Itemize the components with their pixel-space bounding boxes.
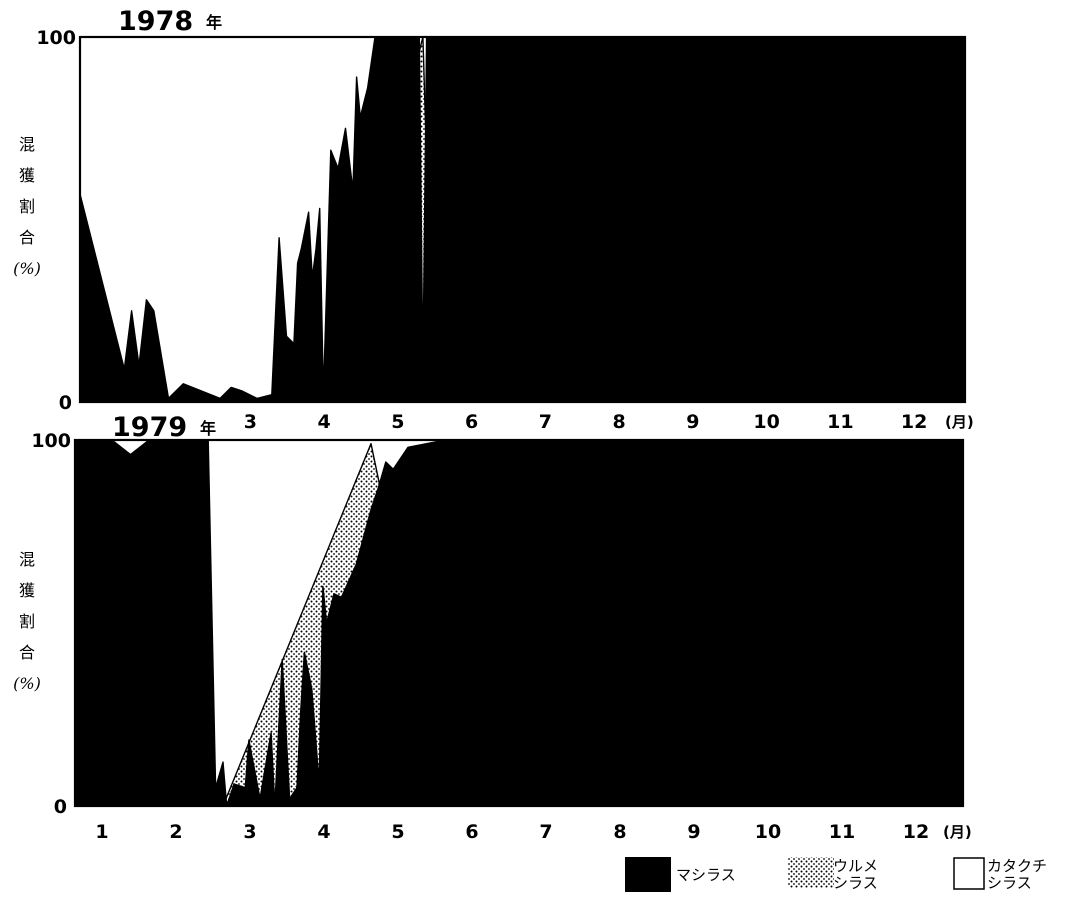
y-axis-label-char: (%) [13, 259, 41, 278]
legend-swatch [625, 857, 671, 892]
x-tick-label: 3 [244, 411, 257, 433]
x-axis-unit: (月) [945, 413, 974, 431]
x-tick-label: 11 [827, 411, 853, 433]
x-tick-label: 2 [169, 821, 182, 843]
axes-frame [73, 438, 965, 808]
x-tick-label: 8 [612, 411, 625, 433]
x-tick-label: 3 [243, 821, 256, 843]
x-tick-label: 9 [687, 821, 700, 843]
legend-label: ウルメ [833, 857, 878, 875]
x-tick-label: 6 [465, 411, 478, 433]
axes-frame [78, 35, 967, 404]
legend-label: シラス [987, 874, 1032, 892]
x-tick-label: 12 [901, 411, 927, 433]
x-tick-label: 10 [755, 821, 781, 843]
y-axis-label-char: 混 [19, 550, 35, 569]
y-axis-label-char: 獲 [19, 166, 35, 185]
y-axis-label-char: 割 [19, 612, 35, 631]
chart-title-suffix: 年 [206, 13, 222, 32]
x-tick-label: 7 [539, 411, 552, 433]
x-tick-label: 1 [95, 821, 108, 843]
series-area-mashirasu [74, 439, 964, 807]
chart-title-suffix: 年 [200, 419, 216, 438]
y-axis-label-char: 合 [19, 643, 35, 662]
y-tick-label: 100 [31, 430, 71, 452]
legend-swatch [953, 857, 985, 890]
x-tick-label: 4 [317, 821, 330, 843]
chart-title: 1978 [118, 6, 193, 37]
y-axis-label-char: 割 [19, 197, 35, 216]
x-tick-label: 10 [753, 411, 779, 433]
chart-title: 1979 [112, 412, 187, 443]
x-tick-label: 11 [829, 821, 855, 843]
y-axis-label-char: 合 [19, 228, 35, 247]
y-axis-label-char: 獲 [19, 581, 35, 600]
y-tick-label: 100 [36, 27, 76, 49]
y-tick-label: 0 [54, 796, 67, 818]
y-tick-label: 0 [59, 392, 72, 414]
x-tick-label: 9 [686, 411, 699, 433]
x-axis-unit: (月) [943, 823, 972, 841]
x-tick-label: 4 [317, 411, 330, 433]
x-tick-label: 12 [903, 821, 929, 843]
x-tick-label: 5 [391, 411, 404, 433]
y-axis-label-char: 混 [19, 135, 35, 154]
legend-label: カタクチ [987, 857, 1047, 875]
y-axis-label-char: (%) [13, 674, 41, 693]
x-tick-label: 5 [391, 821, 404, 843]
x-tick-label: 6 [465, 821, 478, 843]
legend-swatch [788, 857, 834, 888]
x-tick-label: 8 [613, 821, 626, 843]
x-tick-label: 7 [539, 821, 552, 843]
legend-label: マシラス [676, 866, 736, 884]
legend-label: シラス [833, 874, 878, 892]
